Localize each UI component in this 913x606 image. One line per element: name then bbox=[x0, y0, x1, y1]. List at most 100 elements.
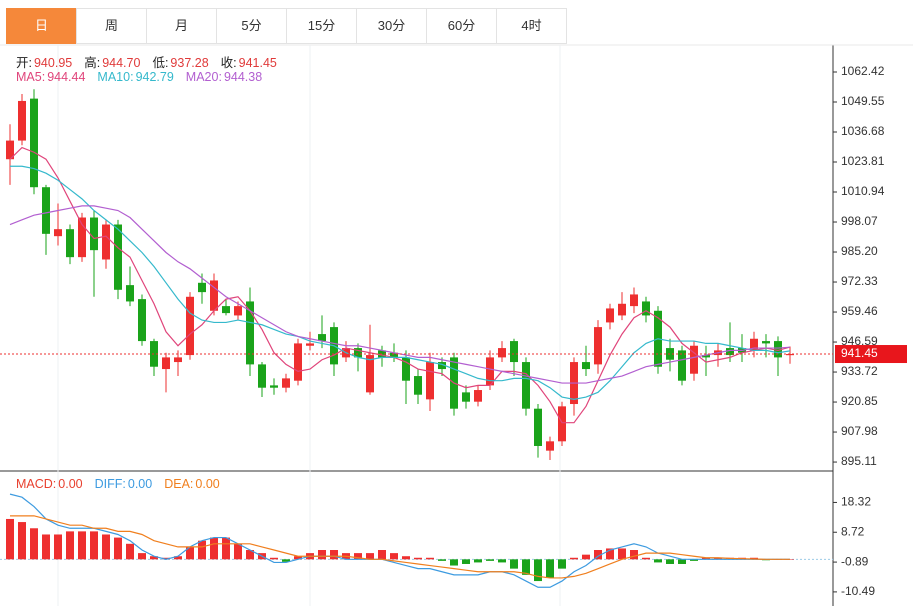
y-tick-label: 985.20 bbox=[841, 244, 878, 258]
candle-body bbox=[6, 140, 14, 160]
macd-bar bbox=[138, 553, 146, 560]
macd-bar bbox=[174, 556, 182, 560]
ma-name: MA20: bbox=[185, 70, 222, 84]
candle-body bbox=[18, 100, 26, 141]
ma-name: MA5: bbox=[16, 70, 46, 84]
macd-bar bbox=[282, 559, 290, 562]
macd-bar bbox=[534, 559, 542, 582]
macd-line bbox=[9, 493, 790, 588]
y-tick-label: 18.32 bbox=[841, 495, 871, 509]
macd-bar bbox=[30, 528, 38, 560]
candle-body bbox=[138, 299, 146, 342]
candle-body bbox=[198, 282, 206, 293]
candle-body bbox=[390, 352, 398, 358]
macd-bar bbox=[246, 550, 254, 560]
candle-body bbox=[54, 229, 62, 237]
ohlc-label: 收: bbox=[220, 56, 237, 70]
period-tab[interactable]: 60分 bbox=[426, 8, 497, 44]
candle-body bbox=[102, 224, 110, 260]
y-tick-label: 8.72 bbox=[841, 524, 865, 538]
macd-bar bbox=[414, 557, 422, 560]
macd-bar bbox=[642, 557, 650, 560]
candle-body bbox=[426, 362, 434, 400]
macd-bar bbox=[630, 550, 638, 560]
macd-bar bbox=[510, 559, 518, 569]
macd-bar bbox=[486, 559, 494, 561]
period-tab[interactable]: 15分 bbox=[286, 8, 357, 44]
candle-body bbox=[378, 350, 386, 358]
macd-bar bbox=[378, 550, 386, 560]
y-tick-label: 1049.55 bbox=[841, 94, 885, 108]
ma-line bbox=[10, 165, 791, 400]
y-tick-label: 920.85 bbox=[841, 394, 878, 408]
candle-body bbox=[546, 441, 554, 451]
macd-bar bbox=[678, 559, 686, 564]
ma-name: MA10: bbox=[97, 70, 134, 84]
candle-body bbox=[318, 334, 326, 342]
macd-bar bbox=[522, 559, 530, 575]
candle-body bbox=[534, 408, 542, 446]
candle-body bbox=[414, 376, 422, 395]
ohlc-label: 低: bbox=[152, 56, 169, 70]
y-tick-label: 1036.68 bbox=[841, 124, 885, 138]
candle-body bbox=[750, 338, 758, 351]
candle-body bbox=[258, 364, 266, 388]
ohlc-label: 开: bbox=[16, 56, 32, 70]
candle-body bbox=[270, 385, 278, 388]
y-tick-label: 972.33 bbox=[841, 274, 878, 288]
period-tab[interactable]: 4时 bbox=[496, 8, 567, 44]
y-tick-label: 933.72 bbox=[841, 364, 878, 378]
macd-bar bbox=[582, 554, 590, 560]
candle-body bbox=[498, 348, 506, 358]
macd-bar bbox=[114, 537, 122, 560]
period-tab[interactable]: 月 bbox=[146, 8, 217, 44]
period-tab[interactable]: 日 bbox=[6, 8, 77, 44]
macd-bar bbox=[102, 534, 110, 560]
ma-line bbox=[9, 146, 791, 424]
macd-line bbox=[10, 515, 790, 579]
ma-value: 942.79 bbox=[135, 70, 174, 84]
candle-body bbox=[354, 348, 362, 358]
macd-bar bbox=[126, 543, 134, 560]
candle-body bbox=[30, 98, 38, 188]
ma-value: 944.38 bbox=[223, 70, 263, 84]
macd-bar bbox=[54, 534, 62, 560]
macd-bar bbox=[606, 548, 614, 560]
macd-bar bbox=[186, 546, 194, 560]
macd-bar bbox=[438, 559, 446, 561]
candle-body bbox=[42, 187, 50, 234]
candle-body bbox=[174, 357, 182, 363]
candle-body bbox=[786, 354, 794, 356]
y-tick-label: 959.46 bbox=[841, 304, 878, 318]
candle-body bbox=[126, 285, 134, 302]
candle-body bbox=[582, 362, 590, 370]
macd-bar bbox=[198, 540, 206, 560]
candle-body bbox=[702, 355, 710, 358]
macd-name: MACD: bbox=[16, 477, 57, 491]
candle-body bbox=[78, 217, 86, 258]
y-tick-label: 1010.94 bbox=[841, 184, 885, 198]
period-tab[interactable]: 周 bbox=[76, 8, 147, 44]
macd-bar bbox=[546, 559, 554, 578]
candle-body bbox=[462, 392, 470, 402]
macd-value: 0.00 bbox=[127, 477, 153, 491]
macd-bar bbox=[462, 559, 470, 564]
ohlc-value: 937.28 bbox=[170, 56, 209, 70]
macd-bar bbox=[498, 559, 506, 563]
macd-bar bbox=[702, 557, 710, 560]
macd-bar bbox=[78, 531, 86, 560]
macd-bar bbox=[90, 531, 98, 560]
candle-body bbox=[690, 345, 698, 374]
y-tick-label: 1062.42 bbox=[841, 64, 885, 78]
macd-bar bbox=[390, 553, 398, 560]
candle-body bbox=[474, 390, 482, 402]
candle-body bbox=[222, 306, 230, 314]
y-tick-label: -10.49 bbox=[841, 584, 875, 598]
ohlc-value: 944.70 bbox=[102, 56, 141, 70]
macd-bar bbox=[366, 553, 374, 560]
candle-body bbox=[66, 229, 74, 258]
candle-body bbox=[402, 357, 410, 381]
macd-bar bbox=[222, 537, 230, 560]
